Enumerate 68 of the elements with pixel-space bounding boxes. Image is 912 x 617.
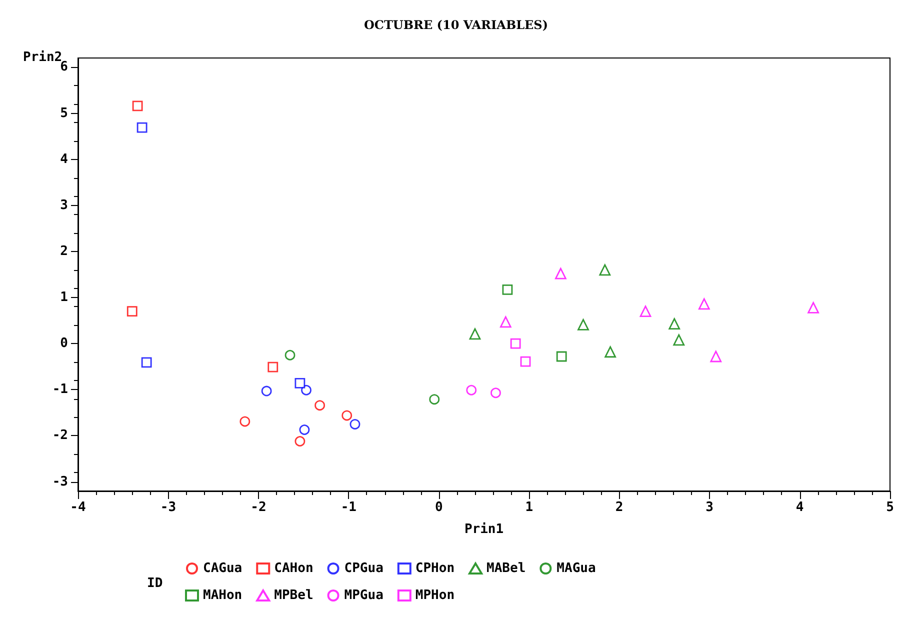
x-tick-label: -4 — [70, 500, 86, 515]
point — [469, 328, 481, 340]
x-axis-title: Prin1 — [464, 522, 504, 537]
point — [500, 316, 512, 328]
legend-label: MAHon — [203, 588, 242, 603]
point — [710, 350, 722, 362]
y-tick-label: 0 — [60, 336, 68, 352]
x-tick-label: -1 — [340, 500, 357, 515]
legend-label: MPBel — [274, 588, 314, 603]
point — [808, 302, 820, 314]
legend-title: ID — [147, 576, 163, 591]
point — [301, 384, 312, 396]
x-tick-label: 0 — [434, 500, 443, 515]
chart-title: OCTUBRE (10 VARIABLES) — [364, 18, 548, 32]
point — [240, 416, 250, 427]
point — [520, 356, 531, 367]
x-tick-label: 4 — [796, 500, 804, 515]
y-tick-label: -2 — [52, 428, 68, 444]
point — [490, 388, 501, 398]
point — [502, 284, 513, 295]
point — [599, 264, 611, 276]
point — [556, 351, 567, 362]
legend-label: MAGua — [556, 561, 596, 576]
point — [640, 306, 652, 318]
point — [350, 419, 360, 430]
x-tick-label: -2 — [250, 500, 266, 515]
point — [132, 100, 143, 112]
legend-label: CPGua — [344, 561, 384, 576]
point — [136, 122, 148, 133]
point — [673, 334, 685, 346]
legend-label: CPHon — [415, 561, 455, 576]
y-axis-title: Prin2 — [23, 50, 62, 65]
point — [604, 346, 616, 358]
point — [668, 318, 680, 330]
y-tick-label: -1 — [52, 382, 68, 398]
point — [284, 350, 296, 360]
point — [141, 357, 152, 368]
x-tick-label: 3 — [706, 500, 714, 515]
point — [314, 400, 325, 411]
point — [294, 436, 306, 446]
point — [299, 424, 310, 435]
point — [510, 338, 521, 349]
y-tick-label: 3 — [60, 198, 68, 213]
y-tick-label: 4 — [60, 152, 68, 167]
x-tick-label: -3 — [160, 500, 176, 515]
y-tick-label: -3 — [52, 474, 68, 490]
point — [294, 378, 306, 388]
legend-label: CAGua — [203, 561, 242, 576]
point — [268, 362, 278, 372]
y-tick-label: 1 — [60, 290, 68, 306]
point — [698, 298, 710, 310]
legend-label: MPHon — [415, 588, 455, 603]
point — [126, 306, 138, 317]
point — [554, 268, 566, 280]
y-tick-label: 5 — [60, 106, 68, 121]
legend-label: CAHon — [274, 561, 314, 576]
point — [578, 319, 589, 330]
legend-label: MPGua — [344, 588, 384, 603]
x-tick-label: 5 — [886, 500, 894, 515]
point — [429, 394, 440, 405]
y-tick-label: 2 — [60, 244, 68, 259]
x-tick-label: 1 — [525, 500, 534, 515]
y-tick-label: 6 — [60, 60, 68, 75]
legend-label: MABel — [486, 561, 526, 576]
x-tick-label: 2 — [615, 500, 624, 515]
point — [466, 384, 477, 396]
point — [261, 386, 272, 396]
point — [342, 410, 352, 421]
